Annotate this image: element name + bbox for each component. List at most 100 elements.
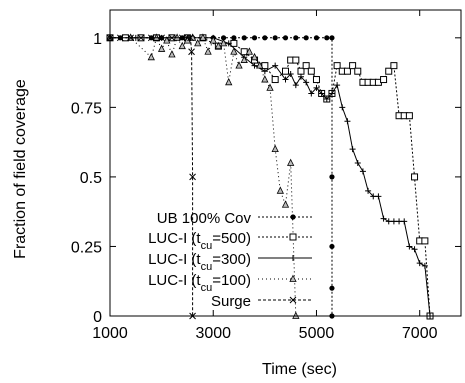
- series-2-point: [354, 67, 362, 75]
- legend-marker: [289, 296, 297, 304]
- series-3-point: [318, 90, 325, 97]
- x-tick-label: 5000: [299, 325, 335, 342]
- series-4-point: [261, 75, 269, 83]
- series-4-point: [271, 144, 279, 152]
- series-3-point: [287, 70, 294, 77]
- series-5-point: [158, 34, 165, 42]
- legend-marker: [290, 255, 296, 261]
- y-tick-label: 0: [93, 309, 102, 326]
- legend-label: LUC-I (tcu=500): [148, 230, 251, 252]
- series-4-point: [235, 61, 243, 69]
- series-5-point: [137, 34, 145, 42]
- series-5-point: [188, 48, 195, 56]
- y-tick-label: 0.75: [71, 100, 102, 117]
- series-3-point: [328, 90, 335, 97]
- legend-entry-5: Surge: [211, 293, 312, 310]
- series-3-point: [370, 193, 377, 200]
- series-4-point: [240, 55, 248, 63]
- x-tick-label: 3000: [195, 325, 231, 342]
- series-3-point: [416, 260, 423, 267]
- x-tick-label: 7000: [402, 325, 438, 342]
- series-3-point: [411, 246, 418, 253]
- legend-entry-3: LUC-I (tcu=300): [148, 251, 312, 273]
- series-4-point: [230, 47, 238, 55]
- series-3-point: [251, 62, 258, 69]
- series-4-point: [178, 41, 186, 50]
- series-5-point: [187, 34, 194, 42]
- series-2-point: [333, 62, 341, 70]
- series-5: [106, 34, 196, 320]
- legend-label: LUC-I (tcu=300): [148, 251, 251, 273]
- series-1-point: [241, 35, 247, 41]
- series-1-point: [282, 35, 289, 41]
- series-4-point: [199, 33, 207, 41]
- legend-marker: [289, 233, 297, 241]
- series-4-point: [219, 38, 228, 47]
- series-2-point: [380, 76, 388, 84]
- series-2-point: [302, 62, 310, 70]
- legend-entry-2: LUC-I (tcu=500): [148, 230, 312, 252]
- series-4: [106, 33, 300, 319]
- legend-label: LUC-I (tcu=100): [148, 272, 251, 294]
- series-1-point: [220, 35, 227, 41]
- series-4-point: [256, 61, 264, 69]
- series-2-point: [385, 67, 393, 75]
- series-3-point: [396, 218, 403, 225]
- series-2-point: [405, 112, 413, 120]
- series-2-point: [390, 62, 398, 70]
- series-5-point: [127, 34, 135, 42]
- series-1-point: [272, 35, 278, 41]
- x-axis-label: Time (sec): [262, 361, 337, 378]
- series-5-point: [178, 34, 186, 42]
- series-3-point: [334, 82, 341, 89]
- legend-label: UB 100% Cov: [157, 210, 252, 227]
- y-tick-label: 0.25: [71, 239, 102, 256]
- series-1-point: [251, 35, 258, 41]
- series-3-point: [401, 218, 408, 225]
- series-1-point: [329, 243, 335, 250]
- legend: UB 100% Cov LUC-I (tcu=500)LUC-I (tcu=300…: [148, 210, 312, 310]
- series-2-point: [282, 67, 289, 75]
- series-4-point: [147, 52, 155, 61]
- series-3-point: [303, 79, 310, 86]
- series-4-point: [204, 47, 212, 55]
- series-4-point: [266, 83, 274, 91]
- axes: 0 0.25 0.5 0.75 1 1000 3000 5000 7000: [71, 9, 462, 342]
- series-4-point: [194, 38, 202, 47]
- series-2-point: [271, 76, 279, 84]
- series-3-point: [359, 168, 366, 175]
- series-3-point: [272, 62, 279, 69]
- series-2-point: [411, 173, 419, 181]
- series-2-point: [343, 67, 351, 75]
- series-1-point: [324, 35, 330, 41]
- series-4-point: [245, 47, 254, 55]
- series-1-point: [293, 35, 299, 41]
- series-1-point: [329, 35, 335, 41]
- series-3-point: [354, 160, 361, 166]
- legend-marker: [290, 214, 296, 220]
- series-3-point: [308, 90, 315, 97]
- series-3-point: [261, 68, 268, 75]
- series-4-point: [225, 77, 233, 86]
- series-3-point: [313, 84, 320, 91]
- series-4-point: [281, 200, 290, 208]
- y-axis-label: Fraction of field coverage: [12, 79, 29, 259]
- y-tick-label: 1: [93, 31, 102, 48]
- series-5-point: [116, 34, 124, 42]
- series-3-point: [380, 215, 387, 222]
- series-3-point: [385, 218, 392, 225]
- legend-entry-4: LUC-I (tcu=100): [148, 272, 312, 294]
- series-5-point: [168, 34, 176, 42]
- series-5-point: [189, 173, 196, 181]
- series-1-point: [313, 35, 320, 41]
- series-3-point: [390, 218, 397, 225]
- series-3-point: [339, 104, 346, 111]
- series-1-point: [329, 174, 335, 180]
- series-1-point: [262, 35, 268, 41]
- series-2-point: [312, 76, 320, 84]
- series-4-point: [163, 36, 171, 44]
- series-4-point: [168, 50, 176, 58]
- series-4-point: [287, 158, 295, 166]
- plot-area: [106, 33, 434, 320]
